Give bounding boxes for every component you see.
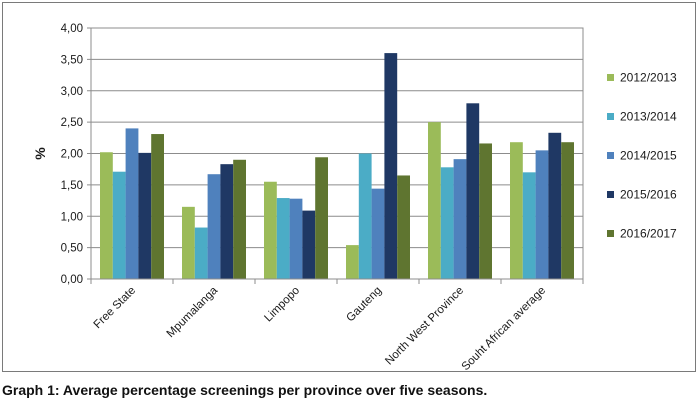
bar-2012-2013-4 — [428, 122, 441, 279]
y-tick-label: 4,00 — [61, 23, 83, 35]
bar-2012-2013-5 — [510, 142, 523, 279]
x-tick-label: Gauteng — [344, 285, 384, 325]
legend-label: 2016/2017 — [620, 227, 677, 241]
x-tick-label: North West Province — [383, 285, 466, 368]
bar-2013-2014-4 — [440, 167, 454, 279]
y-tick-label: 3,50 — [61, 54, 83, 66]
legend-swatch — [607, 113, 614, 120]
x-tick-label: Souht African average — [460, 285, 549, 370]
bar-2016-2017-2 — [315, 157, 328, 279]
bar-chart: 0,00 0,50 1,00 1,50 2,00 2,50 3,00 3,50 4,00 % F… — [32, 23, 677, 370]
legend-swatch — [607, 74, 614, 81]
y-tick-label: 0,50 — [61, 243, 83, 255]
x-axis: Free State Mpumalanga Limpopo Gauteng North … — [90, 278, 584, 370]
x-tick-label: Mpumalanga — [165, 284, 221, 340]
y-tick-label: 3,00 — [61, 86, 83, 98]
legend-label: 2014/2015 — [620, 149, 677, 163]
chart-frame: 0,00 0,50 1,00 1,50 2,00 2,50 3,00 3,50 4,00 % F… — [2, 2, 696, 372]
bar-2015-2016-5 — [548, 132, 562, 279]
bar-2012-2013-2 — [264, 181, 277, 279]
bar-2014-2015-1 — [207, 174, 221, 279]
bars — [100, 53, 574, 279]
bar-2016-2017-0 — [151, 134, 164, 279]
x-tick-label: Free State — [92, 285, 138, 331]
legend-label: 2012/2013 — [620, 71, 677, 85]
bar-2013-2014-1 — [194, 227, 208, 279]
y-axis-label: % — [32, 147, 48, 160]
bar-2013-2014-2 — [276, 198, 290, 279]
bar-2016-2017-3 — [397, 175, 410, 279]
bar-2013-2014-0 — [112, 171, 126, 279]
bar-2015-2016-1 — [220, 164, 234, 279]
legend-swatch — [607, 191, 614, 198]
legend-swatch — [607, 230, 614, 237]
y-tick-label: 1,50 — [61, 180, 83, 192]
bar-2014-2015-2 — [289, 198, 303, 279]
bar-2012-2013-3 — [346, 245, 359, 279]
bar-2016-2017-4 — [479, 143, 492, 279]
bar-2014-2015-3 — [371, 188, 385, 279]
bar-2014-2015-0 — [125, 128, 139, 279]
bar-2016-2017-1 — [233, 159, 246, 279]
bar-2015-2016-2 — [302, 210, 316, 279]
y-tick-label: 2,50 — [61, 117, 83, 129]
legend: 2012/2013 2013/2014 2014/2015 2015/2016 2016… — [607, 71, 677, 241]
bar-2014-2015-5 — [535, 150, 549, 279]
y-tick-label: 1,00 — [61, 211, 83, 223]
bar-2012-2013-0 — [100, 152, 113, 279]
x-tick-label: Limpopo — [262, 285, 302, 325]
bar-2014-2015-4 — [453, 159, 467, 279]
y-tick-label: 2,00 — [61, 149, 83, 161]
y-tick-label: 0,00 — [61, 274, 83, 286]
bar-2015-2016-3 — [384, 53, 398, 279]
gridlines — [90, 27, 584, 280]
bar-2013-2014-3 — [358, 153, 372, 279]
legend-label: 2015/2016 — [620, 188, 677, 202]
legend-label: 2013/2014 — [620, 110, 677, 124]
bar-2015-2016-4 — [466, 103, 480, 279]
y-axis: 0,00 0,50 1,00 1,50 2,00 2,50 3,00 3,50 4,00 — [61, 23, 91, 286]
legend-swatch — [607, 152, 614, 159]
bar-2012-2013-1 — [182, 206, 195, 279]
figure-caption: Graph 1: Average percentage screenings p… — [2, 382, 488, 398]
bar-2015-2016-0 — [138, 152, 152, 279]
bar-2013-2014-5 — [522, 172, 536, 279]
bar-2016-2017-5 — [561, 142, 574, 279]
